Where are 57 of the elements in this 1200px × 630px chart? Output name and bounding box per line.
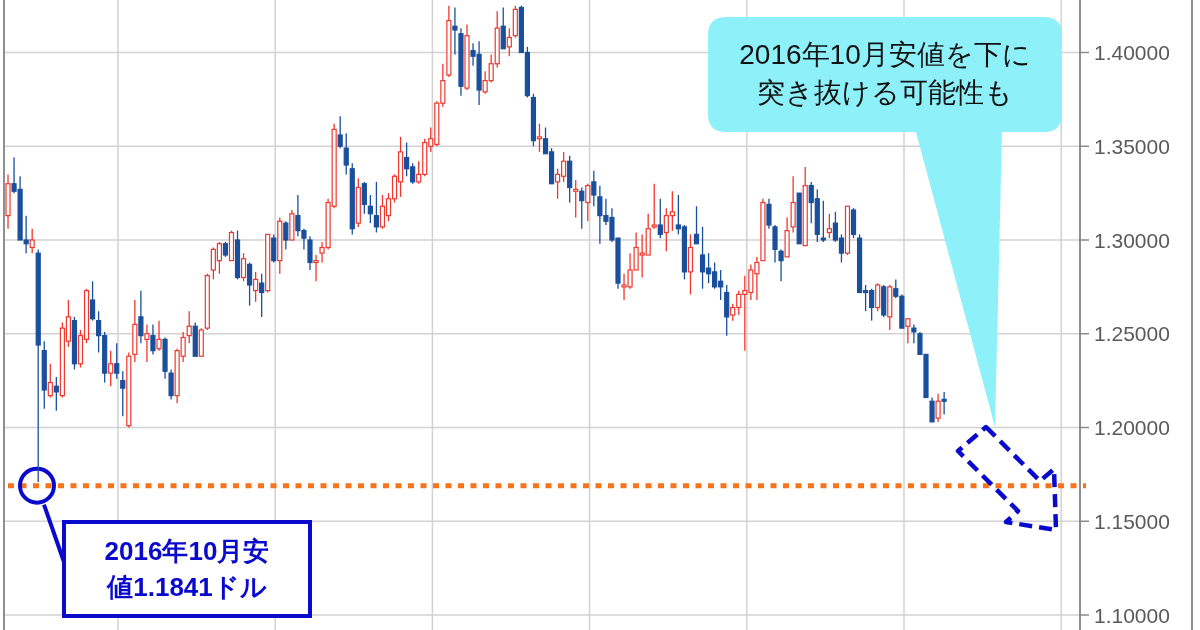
candlestick (826, 213, 832, 239)
candlestick (89, 280, 96, 322)
annotation: 2016年10月安値1.1841ドル (62, 520, 312, 618)
candlestick (820, 199, 826, 243)
candlestick (53, 376, 59, 412)
candlestick (114, 342, 120, 380)
candlestick (500, 6, 506, 50)
y-tick-label: 1.30000 (1094, 228, 1170, 252)
candlestick (772, 224, 778, 264)
candlestick (150, 323, 156, 356)
candlestick (144, 323, 150, 363)
candlestick (253, 271, 259, 303)
candlestick (307, 235, 313, 271)
candlestick (506, 27, 512, 57)
candlestick (367, 194, 373, 224)
candlestick (168, 368, 174, 401)
candlestick (259, 273, 265, 318)
candlestick (240, 252, 247, 282)
candlestick (579, 186, 585, 230)
candlestick (778, 248, 784, 282)
candlestick (373, 181, 380, 234)
candlestick (875, 282, 881, 312)
y-tick-label: 1.25000 (1094, 322, 1170, 346)
candlestick (657, 198, 663, 239)
y-tick-label: 1.15000 (1094, 509, 1170, 533)
candlestick (313, 254, 319, 282)
candlestick (536, 123, 543, 153)
candlestick (47, 363, 53, 399)
candlestick (573, 179, 579, 219)
candlestick (941, 391, 947, 416)
candlestick (120, 370, 126, 417)
candlestick (108, 349, 114, 387)
candlestick (591, 169, 597, 207)
candlestick (337, 115, 343, 149)
candlestick (929, 396, 935, 423)
candlestick (766, 198, 772, 230)
candlestick (271, 233, 277, 264)
annotation: 2016年10月安値を下に突き抜ける可能性も (738, 37, 1032, 110)
candlestick (585, 183, 591, 222)
candlestick (911, 323, 917, 344)
candlestick (651, 183, 657, 230)
candlestick (186, 310, 192, 344)
candlestick (246, 261, 253, 307)
candlestick (138, 289, 144, 344)
y-tick-label: 1.35000 (1094, 134, 1170, 158)
candlestick (283, 220, 289, 251)
y-tick-label: 1.40000 (1094, 41, 1170, 64)
y-tick-label: 1.20000 (1094, 416, 1170, 439)
y-tick-label: 1.10000 (1094, 603, 1170, 627)
candlestick (156, 319, 162, 352)
candlestick (693, 205, 700, 245)
candlestick (343, 132, 349, 176)
candlestick (361, 181, 367, 215)
candlestick (29, 228, 35, 254)
candlestick (935, 393, 941, 423)
candlestick (905, 318, 911, 344)
candlestick (452, 6, 458, 56)
